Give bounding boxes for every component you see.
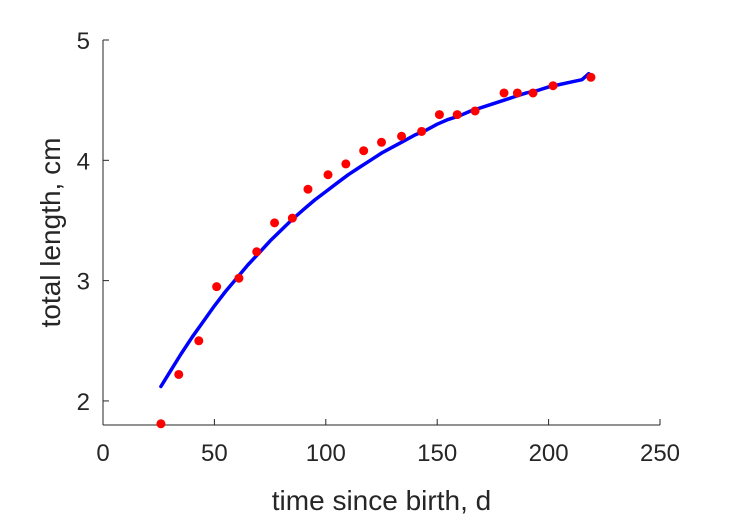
data-point <box>512 88 522 98</box>
y-tick-label: 2 <box>77 389 90 416</box>
data-point <box>287 213 297 223</box>
data-point <box>586 72 596 82</box>
y-axis-label: total length, cm <box>35 138 66 328</box>
data-point <box>377 137 386 147</box>
x-ticks: 0 50 100 150 200 250 <box>96 419 680 467</box>
data-point <box>252 247 262 257</box>
y-tick-label: 5 <box>77 28 90 55</box>
data-point <box>397 131 407 141</box>
data-point <box>470 106 480 116</box>
data-points-layer <box>156 72 596 429</box>
x-tick-label: 250 <box>640 440 680 467</box>
y-tick-label: 3 <box>77 269 90 296</box>
data-point <box>323 170 333 180</box>
data-point <box>548 81 558 91</box>
data-point <box>174 369 184 379</box>
x-tick-label: 0 <box>96 440 109 467</box>
y-ticks: 2 3 4 5 <box>77 28 109 416</box>
data-point <box>303 184 313 194</box>
data-point <box>499 88 509 98</box>
y-tick-label: 4 <box>77 148 90 175</box>
data-point <box>212 282 222 292</box>
data-point <box>434 110 444 120</box>
fit-curve-layer <box>159 71 591 389</box>
x-tick-label: 200 <box>529 440 569 467</box>
data-point <box>270 218 280 228</box>
fit-curve <box>159 71 591 389</box>
data-point <box>359 146 369 156</box>
data-point <box>452 110 462 120</box>
x-tick-label: 50 <box>201 440 228 467</box>
x-axis-label: time since birth, d <box>272 485 491 516</box>
data-point <box>194 336 204 346</box>
axes <box>102 40 660 426</box>
data-point <box>341 159 351 169</box>
data-point <box>234 273 244 283</box>
data-point <box>528 88 538 98</box>
data-point <box>417 126 427 136</box>
data-point <box>156 419 166 429</box>
x-tick-label: 100 <box>306 440 346 467</box>
x-tick-label: 150 <box>417 440 457 467</box>
